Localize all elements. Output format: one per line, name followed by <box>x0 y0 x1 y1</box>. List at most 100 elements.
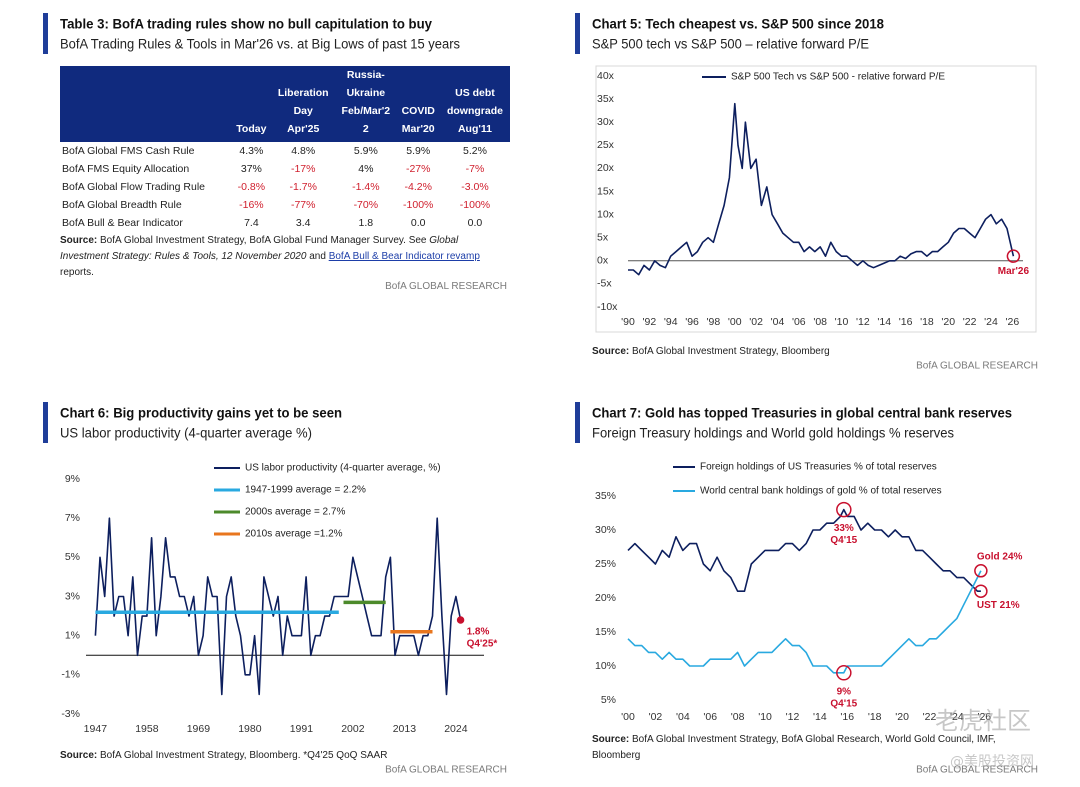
table-cell: 4.3% <box>239 145 264 157</box>
callout-marker <box>836 665 852 681</box>
x-tick-label: 1991 <box>290 723 314 735</box>
table-cell: 4% <box>358 163 374 175</box>
x-tick-label: '06 <box>792 316 806 328</box>
y-tick-label: -1% <box>61 669 80 681</box>
y-tick-label: 20x <box>597 162 615 174</box>
column-header <box>60 66 232 142</box>
table-cell: -3.0% <box>461 181 489 193</box>
table-subtitle: BofA Trading Rules & Tools in Mar'26 vs.… <box>60 37 460 52</box>
source-text: and <box>306 251 329 262</box>
source-text: Source: <box>60 235 98 246</box>
y-tick-label: -3% <box>61 708 80 720</box>
row-label: BofA Global FMS Cash Rule <box>62 145 195 157</box>
header-line: Day <box>293 105 313 117</box>
x-tick-label: 2002 <box>341 723 365 735</box>
table-row: BofA Global Flow Trading Rule -0.8% -1.7% -… <box>60 178 510 196</box>
source-text: BofA Global Investment Strategy, Bloombe… <box>629 346 829 357</box>
header-line: downgrade <box>446 105 503 117</box>
source-text: BofA Global Investment Strategy, Bloombe… <box>97 750 387 761</box>
legend-label: US labor productivity (4-quarter average… <box>245 463 441 474</box>
x-tick-label: '04 <box>676 711 690 723</box>
y-tick-label: 5x <box>597 231 609 243</box>
header-line: US debt <box>455 87 495 99</box>
x-tick-label: '04 <box>771 316 785 328</box>
x-tick-label: '94 <box>664 316 678 328</box>
source-text: Source: <box>592 734 629 745</box>
header-line: Russia- <box>346 69 385 81</box>
table-cell: -1.7% <box>289 181 317 193</box>
x-tick-label: '18 <box>868 711 882 723</box>
x-tick-label: '12 <box>786 711 800 723</box>
header-line: COVID <box>401 105 435 117</box>
legend-label: 1947-1999 average = 2.2% <box>245 485 366 496</box>
column-header: Today <box>231 66 272 142</box>
x-tick-label: '92 <box>643 316 657 328</box>
y-tick-label: 5% <box>601 694 616 706</box>
table-row: BofA Global FMS Cash Rule 4.3% 4.8% 5.9% 5.9… <box>60 142 510 160</box>
y-tick-label: 5% <box>65 551 80 563</box>
source-text: Source: <box>60 750 97 761</box>
callout-label: Q4'25* <box>467 639 498 650</box>
x-tick-label: 1980 <box>238 723 262 735</box>
callout-marker <box>1006 249 1021 263</box>
legend-label: 2010s average =1.2% <box>245 529 343 540</box>
table-cell: 1.8 <box>358 217 374 229</box>
header-line: Mar'20 <box>401 123 435 135</box>
chart-subtitle: Foreign Treasury holdings and World gold… <box>592 426 954 441</box>
source-text: BofA Global Investment Strategy, BofA Gl… <box>97 235 430 246</box>
table-body: BofA Global FMS Cash Rule 4.3% 4.8% 5.9% 5.9… <box>60 142 510 232</box>
callout-label: 1.8% <box>467 627 490 638</box>
row-label: BofA Global Flow Trading Rule <box>62 181 205 193</box>
source: Source: BofA Global Investment Strategy,… <box>592 346 830 357</box>
y-tick-label: 40x <box>597 70 615 82</box>
legend-label: 2000s average = 2.7% <box>245 507 345 518</box>
y-tick-label: 35x <box>597 93 615 105</box>
x-tick-label: '24 <box>984 316 998 328</box>
x-tick-label: '20 <box>941 316 955 328</box>
callout-label: Gold 24% <box>977 551 1023 562</box>
table-cell: -17% <box>290 163 316 175</box>
table-cell: -70% <box>353 199 379 211</box>
x-tick-label: '02 <box>649 711 663 723</box>
y-tick-label: 25x <box>597 139 615 151</box>
watermark: @美股投资网 <box>950 754 1034 770</box>
series-line <box>627 508 981 592</box>
source-text[interactable]: BofA Bull & Bear Indicator revamp <box>328 251 480 262</box>
footer: BofA GLOBAL RESEARCH <box>385 281 507 292</box>
x-tick-label: '98 <box>707 316 721 328</box>
x-tick-label: '14 <box>877 316 891 328</box>
table-cell: -16% <box>239 199 264 211</box>
x-tick-label: '00 <box>728 316 742 328</box>
y-tick-label: 20% <box>595 592 616 604</box>
y-tick-label: 15x <box>597 185 615 197</box>
chart-subtitle: US labor productivity (4-quarter average… <box>60 426 312 441</box>
callout-marker <box>836 501 852 518</box>
chart-title: Chart 6: Big productivity gains yet to b… <box>60 405 342 421</box>
y-tick-label: 35% <box>595 490 616 502</box>
x-tick-label: '02 <box>749 316 763 328</box>
header-line: Aug'11 <box>457 123 492 135</box>
row-label: BofA FMS Equity Allocation <box>62 163 190 175</box>
table-cell: -27% <box>405 163 431 175</box>
y-tick-label: 15% <box>595 626 616 638</box>
x-tick-label: '12 <box>856 316 870 328</box>
callout-label: Q4'15 <box>830 535 857 546</box>
legend-label: Foreign holdings of US Treasuries % of t… <box>700 462 937 473</box>
y-tick-label: 3% <box>65 590 80 602</box>
watermark: 老虎社区 <box>935 707 1031 735</box>
table-cell: 4.8% <box>291 145 316 157</box>
table-cell: 5.9% <box>406 145 431 157</box>
row-label: BofA Bull & Bear Indicator <box>62 217 183 229</box>
source-text: Global Investment Strategy: Rules & Tool… <box>60 235 459 262</box>
column-header: US debt downgrade Aug'11 <box>439 66 510 142</box>
table-title: Table 3: BofA trading rules show no bull… <box>60 16 432 32</box>
source-text: Bloomberg <box>592 750 640 761</box>
callout-marker <box>974 564 988 578</box>
y-tick-label: 10% <box>595 660 616 672</box>
x-tick-label: '10 <box>758 711 772 723</box>
header-line: Liberation <box>277 87 329 99</box>
y-tick-label: 1% <box>65 629 80 641</box>
callout-label: 9% <box>837 686 852 697</box>
